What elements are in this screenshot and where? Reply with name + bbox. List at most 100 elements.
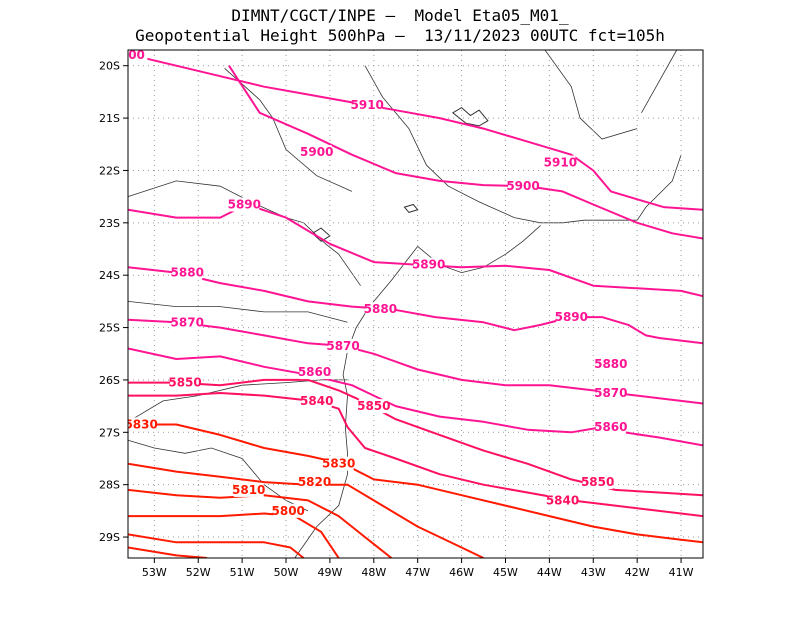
lat-tick-label: 21S — [99, 112, 120, 125]
lat-tick-label: 24S — [99, 269, 120, 282]
lat-tick-label: 20S — [99, 60, 120, 73]
contour-label-5890: 5890 — [555, 310, 588, 324]
contour-label-bg — [170, 375, 201, 390]
contour-layer — [128, 53, 703, 558]
coastline-8 — [544, 49, 638, 140]
contour-label-bg — [547, 493, 578, 508]
contour-label-bg — [301, 393, 332, 408]
contour-label-bg — [358, 399, 389, 414]
contour-label-5870: 5870 — [326, 339, 359, 353]
contour-5800 — [128, 512, 340, 558]
contour-label-5840: 5840 — [300, 394, 333, 408]
coastline-layer — [127, 49, 682, 559]
lat-tick-label: 27S — [99, 426, 120, 439]
contour-label-bg — [299, 475, 330, 490]
contour-5910 — [128, 53, 703, 211]
contour-label-bg — [595, 357, 626, 372]
lon-tick-label: 49W — [317, 566, 342, 579]
contour-label-5850: 5850 — [357, 399, 390, 413]
contour-label-5870: 5870 — [594, 386, 627, 400]
contour-label-5870: 5870 — [171, 315, 204, 329]
contour-label-5880: 5880 — [171, 266, 204, 280]
lat-tick-label: 22S — [99, 164, 120, 177]
contour-label-bg — [299, 365, 330, 380]
contour-label-bg — [273, 503, 304, 518]
water-body-2 — [403, 203, 419, 213]
contour-label-5880: 5880 — [364, 302, 397, 316]
lon-tick-label: 48W — [361, 566, 386, 579]
graticule — [128, 50, 703, 558]
contour-5900 — [228, 65, 703, 240]
contour-label-bg — [595, 386, 626, 401]
contour-label-bg — [328, 338, 359, 353]
lon-tick-label: 42W — [625, 566, 650, 579]
contour-label-5900: 5900 — [506, 179, 539, 193]
contour-label-bg — [508, 179, 539, 194]
contour-label-5830: 5830 — [124, 417, 157, 431]
lon-tick-label: 43W — [581, 566, 606, 579]
lat-tick-label: 29S — [99, 531, 120, 544]
contour-label-5910: 5910 — [544, 156, 577, 170]
contour-label-5850: 5850 — [581, 475, 614, 489]
contour-label-5900: 5900 — [300, 145, 333, 159]
contour-5880 — [128, 266, 703, 345]
contour-label-bg — [323, 456, 354, 471]
lon-tick-label: 41W — [669, 566, 694, 579]
map-frame — [127, 49, 704, 559]
contour-label-5840: 5840 — [546, 493, 579, 507]
axis-ticks: 53W 52W 51W 50W 49W 48W 47W 46W 45W 44W 43W 42W 41W 2… — [99, 60, 694, 579]
contour-label-5890: 5890 — [228, 197, 261, 211]
contour-label-bg — [556, 310, 587, 325]
contour-label-5860: 5860 — [298, 365, 331, 379]
contour-label-bg — [128, 417, 157, 432]
map-title-line-1: DIMNT/CGCT/INPE – Model Eta05_M01_ — [231, 6, 569, 25]
contour-label-bg — [233, 482, 264, 497]
contour-label-bg — [365, 302, 396, 317]
contour-label-bg — [545, 155, 576, 170]
contour-label-5860: 5860 — [594, 420, 627, 434]
contour-5830 — [128, 423, 703, 544]
contour-label-bg — [595, 420, 626, 435]
contour-5790 — [128, 533, 305, 558]
contour-5810 — [128, 488, 393, 558]
contour-labels-layer: 5910 5910 5900 5900 5890 5890 5890 5880 5880 5880… — [120, 48, 628, 518]
contour-label-5810: 5810 — [232, 483, 265, 497]
contour-label-900: 900 — [120, 48, 145, 62]
contour-label-5800: 5800 — [272, 504, 305, 518]
contour-label-5910: 5910 — [351, 98, 384, 112]
contour-label-bg — [128, 50, 148, 63]
contour-label-bg — [352, 97, 383, 112]
lon-tick-label: 50W — [274, 566, 299, 579]
water-body-0 — [451, 106, 489, 127]
lon-tick-label: 46W — [449, 566, 474, 579]
map-title-line-2: Geopotential Height 500hPa – 13/11/2023 … — [135, 26, 665, 45]
lon-tick-label: 53W — [142, 566, 167, 579]
contour-5840 — [128, 392, 703, 518]
contour-5780 — [128, 546, 208, 558]
contour-label-bg — [229, 197, 260, 212]
contour-label-bg — [413, 257, 444, 272]
contour-label-bg — [301, 145, 332, 160]
lon-tick-label: 44W — [537, 566, 562, 579]
lon-tick-label: 51W — [230, 566, 255, 579]
contour-label-5890: 5890 — [412, 258, 445, 272]
lon-tick-label: 45W — [493, 566, 518, 579]
contour-label-5830: 5830 — [322, 457, 355, 471]
contour-label-bg — [172, 265, 203, 280]
coastline-9 — [641, 49, 678, 113]
lat-tick-label: 26S — [99, 374, 120, 387]
coastline-7 — [224, 68, 353, 192]
contour-label-bg — [582, 475, 613, 490]
contour-label-bg — [172, 315, 203, 330]
contour-label-5850: 5850 — [168, 376, 201, 390]
lat-tick-label: 23S — [99, 217, 120, 230]
contour-label-5880: 5880 — [594, 357, 627, 371]
lat-tick-label: 28S — [99, 479, 120, 492]
lat-tick-label: 25S — [99, 322, 120, 335]
lon-tick-label: 52W — [186, 566, 211, 579]
lon-tick-label: 47W — [405, 566, 430, 579]
coastline-0 — [364, 65, 682, 224]
coastline-4 — [127, 301, 348, 323]
contour-label-5820: 5820 — [298, 475, 331, 489]
